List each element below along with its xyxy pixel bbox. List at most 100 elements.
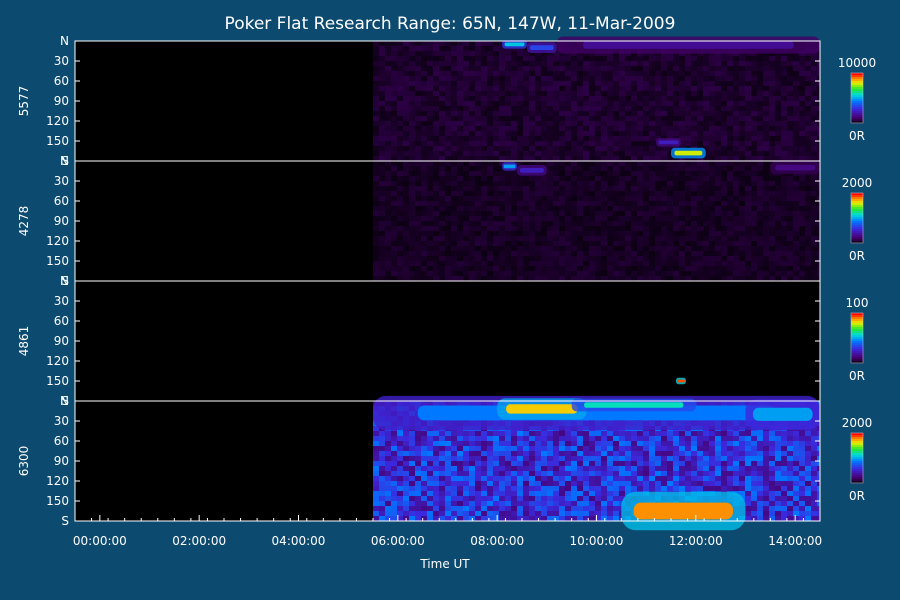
emission-cell (559, 81, 565, 86)
emission-cell (457, 91, 463, 96)
emission-cell (421, 276, 427, 281)
emission-cell (619, 466, 625, 471)
emission-cell (679, 201, 685, 206)
emission-cell (607, 451, 613, 456)
emission-cell (451, 126, 457, 131)
colorbar-segment (851, 201, 863, 204)
emission-cell (469, 491, 475, 496)
emission-cell (667, 461, 673, 466)
emission-cell (637, 181, 643, 186)
emission-cell (643, 61, 649, 66)
emission-cell (727, 96, 733, 101)
emission-cell (505, 261, 511, 266)
emission-cell (379, 206, 385, 211)
emission-cell (391, 256, 397, 261)
emission-cell (451, 496, 457, 501)
emission-cell (565, 86, 571, 91)
emission-cell (799, 71, 805, 76)
emission-cell (649, 216, 655, 221)
emission-cell (493, 216, 499, 221)
emission-cell (613, 261, 619, 266)
emission-cell (589, 511, 595, 516)
emission-cell (679, 261, 685, 266)
emission-cell (403, 501, 409, 506)
emission-cell (529, 151, 535, 156)
emission-cell (745, 196, 751, 201)
emission-cell (493, 51, 499, 56)
emission-cell (421, 116, 427, 121)
emission-cell (535, 56, 541, 61)
emission-cell (397, 161, 403, 166)
emission-cell (493, 266, 499, 271)
emission-cell (649, 261, 655, 266)
emission-cell (607, 171, 613, 176)
emission-cell (661, 211, 667, 216)
emission-cell (529, 481, 535, 486)
emission-cell (547, 501, 553, 506)
emission-cell (451, 41, 457, 46)
emission-cell (505, 476, 511, 481)
emission-cell (499, 491, 505, 496)
emission-cell (679, 191, 685, 196)
emission-cell (391, 506, 397, 511)
emission-cell (487, 171, 493, 176)
emission-cell (733, 196, 739, 201)
emission-cell (799, 111, 805, 116)
emission-cell (703, 191, 709, 196)
emission-cell (619, 251, 625, 256)
emission-cell (487, 496, 493, 501)
emission-cell (409, 461, 415, 466)
emission-cell (547, 211, 553, 216)
emission-cell (469, 211, 475, 216)
emission-cell (391, 211, 397, 216)
emission-cell (535, 106, 541, 111)
emission-cell (745, 66, 751, 71)
emission-cell (523, 251, 529, 256)
emission-cell (547, 471, 553, 476)
emission-cell (673, 91, 679, 96)
emission-cell (397, 501, 403, 506)
emission-cell (721, 261, 727, 266)
emission-cell (493, 476, 499, 481)
colorbar-segment (851, 87, 863, 90)
emission-cell (553, 191, 559, 196)
emission-cell (613, 266, 619, 271)
emission-cell (763, 241, 769, 246)
emission-cell (571, 71, 577, 76)
emission-cell (421, 101, 427, 106)
emission-cell (379, 186, 385, 191)
emission-cell (811, 106, 817, 111)
emission-cell (541, 126, 547, 131)
emission-cell (523, 76, 529, 81)
emission-cell (673, 431, 679, 436)
emission-cell (499, 431, 505, 436)
emission-cell (793, 156, 799, 161)
emission-cell (493, 201, 499, 206)
emission-cell (793, 271, 799, 276)
emission-cell (805, 121, 811, 126)
emission-cell (625, 256, 631, 261)
emission-cell (397, 451, 403, 456)
emission-cell (451, 206, 457, 211)
emission-cell (481, 71, 487, 76)
emission-cell (421, 151, 427, 156)
emission-cell (511, 76, 517, 81)
emission-cell (799, 131, 805, 136)
emission-cell (565, 211, 571, 216)
emission-cell (517, 111, 523, 116)
emission-cell (769, 236, 775, 241)
emission-cell (619, 456, 625, 461)
emission-cell (517, 466, 523, 471)
emission-cell (523, 236, 529, 241)
emission-cell (451, 161, 457, 166)
emission-cell (505, 126, 511, 131)
emission-cell (517, 276, 523, 281)
emission-cell (463, 81, 469, 86)
emission-cell (421, 431, 427, 436)
emission-cell (547, 191, 553, 196)
emission-cell (769, 56, 775, 61)
emission-cell (547, 276, 553, 281)
emission-cell (481, 506, 487, 511)
emission-cell (373, 276, 379, 281)
emission-cell (673, 96, 679, 101)
